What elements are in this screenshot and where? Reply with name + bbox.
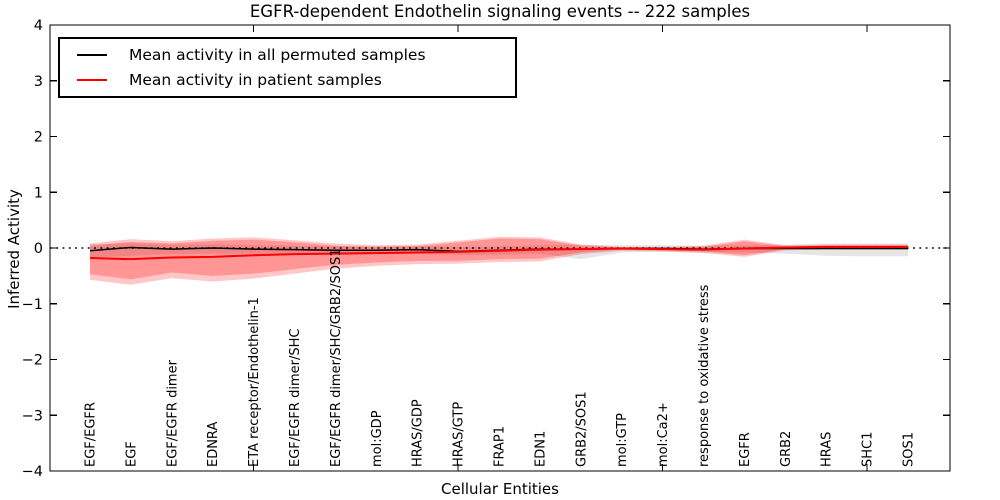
legend-label-patient: Mean activity in patient samples [129, 70, 382, 89]
legend-label-permuted: Mean activity in all permuted samples [129, 46, 426, 65]
category-label: ETA receptor/Endothelin-1 [247, 297, 262, 467]
category-label: response to oxidative stress [697, 284, 712, 467]
legend: Mean activity in all permuted samples Me… [58, 37, 517, 98]
category-label: EGF/EGFR dimer/SHC [288, 329, 303, 467]
y-tick-label: 4 [34, 18, 43, 34]
permuted-line-swatch [77, 54, 107, 57]
patient-mean-line [89, 245, 908, 261]
category-label: SHC1 [861, 432, 876, 467]
y-tick-label: 1 [34, 185, 43, 201]
category-label: mol:GTP [615, 413, 630, 467]
y-tick-label: 0 [34, 241, 43, 257]
category-label: HRAS [820, 432, 835, 467]
patient-inner-band [90, 238, 908, 280]
legend-entry-permuted: Mean activity in all permuted samples [60, 43, 515, 68]
category-label: EDNRA [206, 422, 221, 467]
category-label: EGFR [738, 432, 753, 467]
category-label: mol:Ca2+ [656, 402, 671, 467]
y-tick-label: −1 [22, 297, 43, 313]
category-label: EGF/EGFR dimer/SHC/GRB2/SOS1 [329, 248, 344, 467]
y-tick-label: 2 [34, 130, 43, 146]
category-label: HRAS/GTP [452, 402, 467, 467]
x-axis-label: Cellular Entities [441, 480, 559, 498]
chart-title: EGFR-dependent Endothelin signaling even… [249, 2, 751, 21]
category-label: GRB2 [779, 431, 794, 467]
legend-entry-patient: Mean activity in patient samples [60, 68, 515, 93]
category-label: GRB2/SOS1 [574, 391, 589, 467]
category-label: mol:GDP [370, 410, 385, 467]
y-tick-label: 3 [34, 74, 43, 90]
category-label: EDN1 [533, 431, 548, 467]
category-label: EGF [124, 441, 139, 467]
category-label: SOS1 [902, 432, 917, 467]
patient-line-swatch [77, 78, 107, 81]
category-label: EGF/EGFR [84, 402, 99, 467]
y-axis-label: Inferred Activity [5, 189, 23, 309]
category-label: FRAP1 [493, 426, 508, 467]
category-label: HRAS/GDP [411, 399, 426, 467]
y-tick-label: −3 [22, 408, 43, 424]
category-label: EGF/EGFR dimer [165, 359, 180, 467]
y-tick-label: −4 [22, 464, 43, 480]
y-tick-label: −2 [22, 353, 43, 369]
